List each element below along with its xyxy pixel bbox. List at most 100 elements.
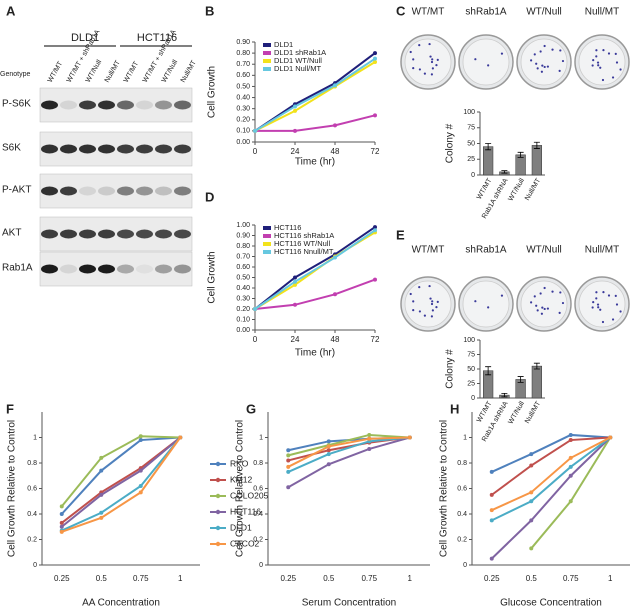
colony	[418, 44, 421, 47]
point	[333, 123, 337, 128]
blot-row-label: P-S6K	[2, 99, 31, 110]
x-tick-label: 0.75	[563, 574, 579, 583]
plate-inner	[462, 280, 510, 328]
legend-swatch	[263, 226, 271, 230]
point	[529, 452, 534, 457]
colony	[423, 72, 426, 75]
point	[489, 492, 494, 497]
point	[333, 255, 337, 260]
legend-swatch	[263, 242, 271, 246]
blot-band	[155, 229, 172, 239]
blot-band	[155, 186, 172, 196]
plate-inner	[578, 280, 626, 328]
series-line	[254, 278, 376, 310]
point	[59, 512, 64, 516]
legend-swatch	[263, 250, 271, 254]
point	[529, 499, 534, 504]
point	[178, 435, 183, 440]
colony	[539, 50, 542, 53]
point	[489, 556, 494, 561]
point	[253, 307, 257, 311]
y-tick-label: 0.6	[253, 485, 263, 492]
colony	[540, 70, 543, 73]
y-tick-label: 0	[259, 562, 263, 569]
blot-band	[98, 229, 115, 239]
legend-label: HCT116	[230, 506, 261, 516]
point	[529, 463, 534, 468]
point	[568, 455, 573, 460]
x-tick-label: 1	[608, 574, 613, 583]
y-tick-label: 0.6	[27, 485, 37, 492]
y-tick-label: 0.2	[457, 536, 467, 543]
panel-label: D	[205, 189, 214, 204]
series-line	[287, 436, 410, 468]
y-tick-label: 1.00	[236, 222, 250, 229]
point	[367, 436, 372, 441]
panel-label: B	[205, 3, 214, 18]
colony	[409, 50, 412, 54]
x-tick-label: 1	[178, 574, 183, 583]
plate-label: WT/MT	[412, 245, 445, 256]
colony	[611, 318, 615, 321]
point	[293, 128, 297, 133]
point	[138, 434, 143, 439]
legend-label: HCT116 WT/Null	[274, 239, 330, 248]
blot-band	[41, 100, 58, 110]
blot-band	[117, 229, 134, 239]
blot-band	[41, 186, 58, 196]
y-axis-label: Cell Growth	[207, 66, 218, 118]
y-tick-label: 0	[471, 395, 475, 402]
point	[326, 439, 331, 444]
y-tick-label: 0.6	[457, 485, 467, 492]
plate-label: shRab1A	[465, 245, 506, 256]
x-tick-label: 0.5	[323, 574, 335, 583]
panel-label: C	[396, 3, 406, 18]
legend-swatch	[263, 51, 271, 55]
colony	[435, 305, 438, 309]
point	[367, 432, 372, 437]
plate-label: shRab1A	[465, 7, 506, 18]
y-tick-label: 0.20	[236, 306, 250, 313]
blot-band	[174, 100, 191, 110]
colony	[436, 58, 439, 61]
y-tick-label: 100	[463, 109, 475, 116]
point	[489, 469, 494, 474]
panel-label: H	[450, 401, 459, 416]
colony	[601, 78, 605, 82]
blot-band	[98, 186, 115, 196]
colony	[596, 61, 600, 64]
colony	[418, 286, 421, 289]
colony	[543, 65, 546, 69]
colony	[430, 302, 434, 306]
legend-label: CACO2	[230, 538, 260, 548]
point	[59, 524, 64, 529]
colony	[543, 307, 546, 311]
x-axis-label: Time (hr)	[295, 157, 335, 168]
colony	[597, 306, 600, 309]
point	[99, 515, 104, 520]
colony	[595, 49, 598, 52]
colony	[561, 301, 565, 305]
colony	[540, 312, 543, 315]
y-tick-label: 0.40	[236, 94, 250, 101]
y-tick-label: 0.30	[236, 106, 250, 113]
blot-band	[117, 100, 134, 110]
error-bar	[485, 366, 492, 376]
x-tick-label: 24	[291, 335, 300, 344]
legend-label: KM12	[230, 474, 252, 484]
y-tick-label: 0.4	[457, 511, 467, 518]
y-tick-label: 50	[467, 140, 475, 147]
point	[568, 464, 573, 469]
series-line	[255, 114, 376, 132]
point	[138, 490, 143, 495]
colony	[430, 315, 433, 318]
error-bar	[501, 170, 508, 174]
plate-inner	[404, 38, 452, 86]
y-tick-label: 0.20	[236, 117, 250, 124]
blot-band	[117, 186, 134, 196]
legend-label: HCT116	[274, 223, 301, 232]
colony	[607, 52, 611, 55]
colony	[592, 59, 595, 62]
y-tick-label: 75	[467, 351, 475, 358]
point	[293, 104, 297, 109]
